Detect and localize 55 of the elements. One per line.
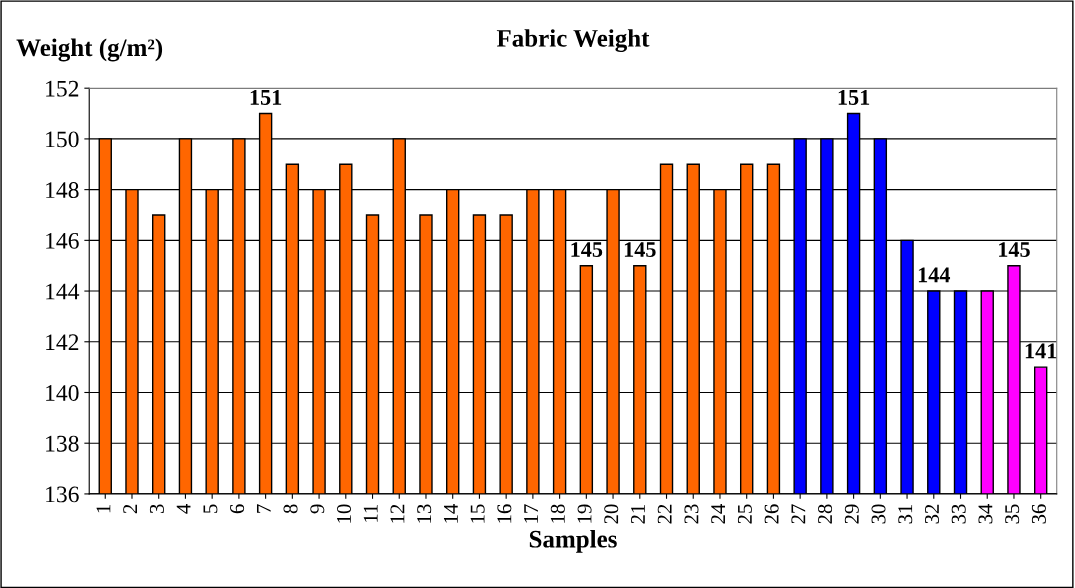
data-label: 151: [838, 89, 870, 105]
y-tick-label: 140: [46, 384, 79, 401]
data-label: 151: [250, 89, 282, 105]
x-tick-label: 25: [737, 504, 752, 524]
x-tick-label: 19: [577, 504, 592, 523]
x-tick-label: 29: [844, 504, 859, 524]
x-tick-label: 2: [123, 504, 137, 514]
x-axis-title: Samples: [529, 530, 617, 553]
x-tick-label: 12: [390, 504, 405, 523]
y-tick-label: 150: [46, 131, 79, 148]
x-tick-label: 18: [550, 504, 565, 523]
x-tick-label: 4: [176, 503, 191, 514]
data-label: 145: [999, 242, 1030, 258]
x-tick-label: 24: [711, 503, 725, 524]
x-tick-label: 15: [470, 504, 485, 523]
y-tick-label: 152: [46, 80, 79, 97]
data-label: 141: [1025, 343, 1057, 359]
y-tick-label: 136: [46, 486, 79, 503]
data-label: 145: [624, 242, 656, 258]
x-tick-label: 14: [443, 503, 458, 523]
x-tick-label: 8: [283, 504, 298, 514]
x-tick-label: 26: [764, 504, 779, 524]
x-tick-label: 31: [898, 504, 913, 524]
y-tick-label: 144: [46, 283, 80, 300]
x-tick-label: 17: [524, 504, 538, 523]
x-tick-label: 20: [604, 504, 619, 524]
y-tick-label: 148: [46, 182, 79, 199]
x-tick-label: 28: [818, 504, 833, 524]
y-tick-label: 146: [46, 232, 79, 249]
x-tick-label: 27: [791, 504, 806, 524]
data-label: 145: [571, 242, 603, 258]
x-tick-label: 10: [336, 504, 352, 523]
x-tick-label: 22: [657, 504, 672, 524]
x-tick-label: 7: [256, 504, 271, 513]
data-label: 144: [918, 267, 951, 283]
x-tick-label: 9: [310, 504, 325, 514]
x-tick-label: 3: [149, 504, 164, 514]
x-tick-label: 35: [1005, 504, 1020, 524]
x-tick-label: 33: [951, 504, 966, 524]
x-tick-label: 32: [925, 504, 939, 524]
y-tick-label: 138: [46, 435, 79, 452]
x-tick-label: 30: [871, 504, 886, 524]
x-tick-label: 13: [417, 504, 432, 523]
y-tick-label: 142: [46, 334, 79, 350]
y-axis-title: Weight (g/m²): [16, 38, 163, 62]
x-tick-label: 1: [96, 504, 111, 513]
x-tick-label: 21: [631, 504, 645, 524]
x-tick-label: 6: [230, 504, 245, 514]
x-tick-label: 36: [1031, 504, 1046, 524]
x-tick-label: 23: [684, 504, 699, 524]
x-tick-label: 16: [497, 504, 512, 523]
chart-title: Fabric Weight: [496, 29, 650, 53]
x-tick-label: 34: [978, 503, 993, 524]
x-tick-label: 5: [203, 504, 218, 513]
x-tick-label: 11: [363, 504, 378, 522]
